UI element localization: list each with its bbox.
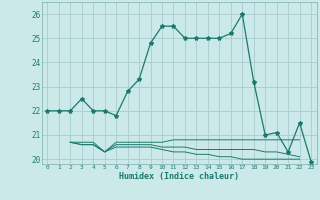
X-axis label: Humidex (Indice chaleur): Humidex (Indice chaleur) — [119, 172, 239, 181]
